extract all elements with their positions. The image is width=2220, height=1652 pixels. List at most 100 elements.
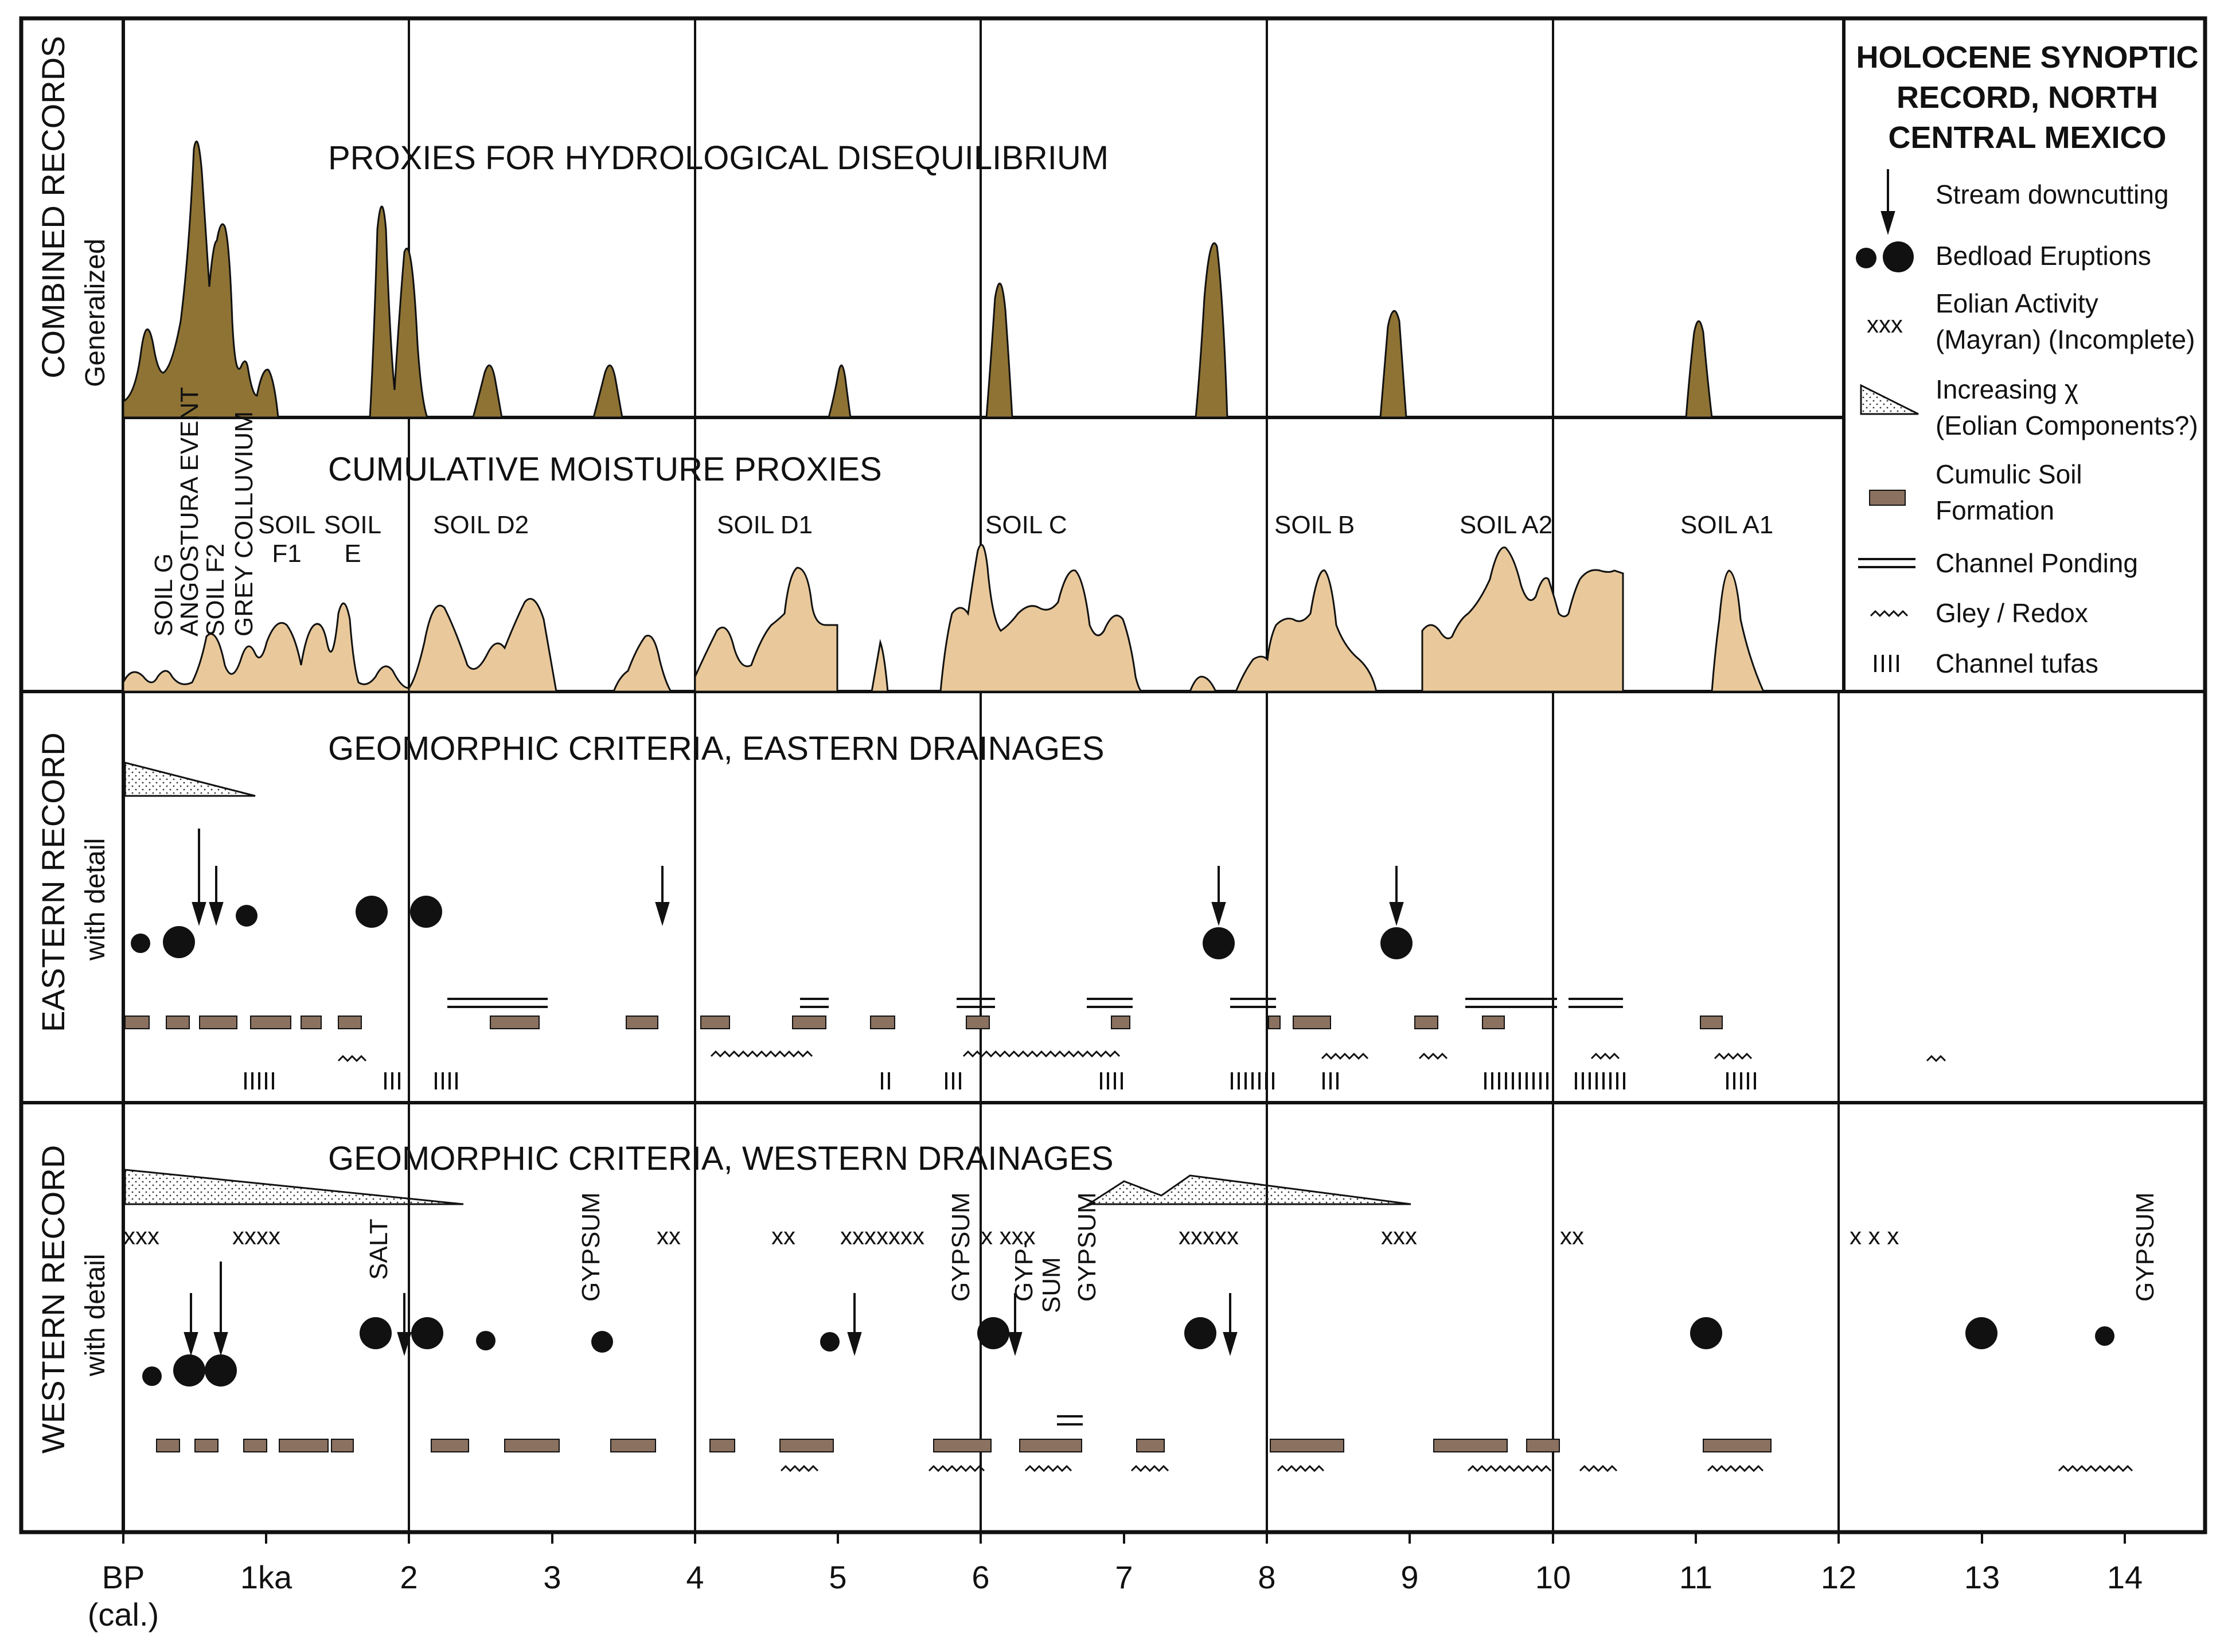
soil-bar xyxy=(1526,1439,1560,1452)
arrow-down-icon xyxy=(1008,1293,1023,1356)
legend: HOLOCENE SYNOPTIC RECORD, NORTH CENTRAL … xyxy=(1856,40,2199,678)
bedload-dot-large xyxy=(411,1317,443,1349)
legend-arrow-down-icon xyxy=(1880,169,1895,235)
soil-bar xyxy=(626,1016,658,1029)
western-eolian-marks: xxx xxxx xx xx xxxxxxx x xxx xxxxx xxx x… xyxy=(123,1223,1899,1249)
eastern-channel-tufas xyxy=(244,1072,1756,1089)
bedload-dot-large xyxy=(410,896,442,928)
bedload-dot-small xyxy=(236,905,257,927)
label-gypsum: GYPSUM xyxy=(2131,1192,2159,1302)
moisture-segment-soil-d1 xyxy=(694,567,838,693)
bedload-dot-large xyxy=(360,1317,392,1349)
soil-bar xyxy=(966,1016,990,1029)
legend-title-line2: RECORD, NORTH xyxy=(1897,80,2158,115)
hydro-peak-3.4ka xyxy=(592,364,623,419)
hydro-peak-5ka xyxy=(828,364,852,419)
eastern-cumulic-soils xyxy=(124,1016,1723,1029)
moisture-segment-3.5ka xyxy=(612,634,673,693)
soil-bar xyxy=(194,1439,219,1452)
soil-bar xyxy=(1700,1016,1723,1029)
eolian-xxxx: xxxx xyxy=(232,1223,280,1249)
soil-bar xyxy=(779,1439,834,1452)
arrow-down-icon xyxy=(1223,1293,1238,1356)
hydro-peak-7.6ka xyxy=(1195,242,1228,419)
soil-bar xyxy=(156,1439,180,1452)
hydro-peak-1.8ka xyxy=(369,205,429,419)
moisture-segment-soil-a1 xyxy=(1711,569,1765,693)
label-gypsum: GYPSUM xyxy=(947,1192,975,1302)
bedload-dot-large xyxy=(1203,927,1235,959)
hydro-panel-title: PROXIES FOR HYDROLOGICAL DISEQUILIBRIUM xyxy=(328,139,1109,177)
western-gley-redox xyxy=(780,1464,2133,1473)
axis-tick-8: 8 xyxy=(1258,1559,1275,1595)
bedload-dot-small xyxy=(2095,1326,2114,1346)
bedload-dot-large xyxy=(356,896,388,928)
bedload-dot-small xyxy=(131,934,150,953)
eastern-record-label: EASTERN RECORD xyxy=(35,732,71,1032)
legend-increasing-line2: (Eolian Components?) xyxy=(1936,411,2198,440)
arrow-down-icon xyxy=(184,1293,198,1356)
legend-soil-bar-icon xyxy=(1869,490,1906,506)
axis-tick-10: 10 xyxy=(1535,1559,1571,1595)
soil-bar xyxy=(610,1439,656,1452)
eastern-channel-ponding xyxy=(447,998,1623,1008)
eolian-xxx: xxx xyxy=(123,1223,159,1249)
axis-tick-9: 9 xyxy=(1400,1559,1418,1595)
legend-eolian-line1: Eolian Activity xyxy=(1936,288,2098,318)
eolian-xx: xx xyxy=(1560,1223,1584,1249)
axis-tick-5: 5 xyxy=(829,1559,846,1595)
label-grey-colluvium: GREY COLLUVIUM xyxy=(230,411,258,636)
bedload-dot-small xyxy=(142,1366,162,1386)
label-soil-e-line2: E xyxy=(344,540,361,568)
label-gypsum: GYPSUM xyxy=(1073,1192,1101,1302)
legend-bedload-large-icon xyxy=(1883,241,1914,272)
label-soil-d2: SOIL D2 xyxy=(433,511,529,539)
hydro-peaks xyxy=(122,140,1713,419)
label-soil-g: SOIL G xyxy=(150,553,178,636)
soil-bar xyxy=(1703,1439,1772,1452)
legend-ponding-icon xyxy=(1858,558,1915,568)
legend-stream-downcutting: Stream downcutting xyxy=(1936,179,2169,209)
legend-title-line1: HOLOCENE SYNOPTIC xyxy=(1856,40,2198,75)
axis-tick-13: 13 xyxy=(1964,1559,2000,1595)
soil-bar xyxy=(1136,1439,1165,1452)
bedload-dot-large xyxy=(977,1317,1009,1349)
axis-tick-7: 7 xyxy=(1115,1559,1133,1595)
eastern-downcutting-arrows xyxy=(192,829,1404,926)
eolian-x-xxx: x xxx xyxy=(981,1223,1036,1249)
arrow-down-icon xyxy=(213,1262,228,1356)
legend-bedload-small-icon xyxy=(1856,248,1876,268)
soil-labels: SOIL G ANGOSTURA EVENT SOIL F2 GREY COLL… xyxy=(150,387,1773,636)
bedload-dot-large xyxy=(1184,1317,1216,1349)
axis-tick-12: 12 xyxy=(1821,1559,1856,1595)
moisture-segment-soil-c xyxy=(939,544,1144,693)
soil-bar xyxy=(431,1439,469,1452)
legend-cumulic-line2: Formation xyxy=(1936,495,2054,525)
axis-tick-11: 11 xyxy=(1679,1559,1712,1595)
arrow-down-icon xyxy=(209,866,224,926)
soil-bar xyxy=(1293,1016,1331,1029)
hydro-peak-8.9ka xyxy=(1379,310,1407,419)
legend-increasing-wedge-icon xyxy=(1860,384,1919,415)
arrow-down-icon xyxy=(1389,866,1404,926)
bedload-dot-large xyxy=(1380,927,1413,959)
moisture-segment-soil-a2 xyxy=(1421,546,1624,693)
soil-bar xyxy=(338,1016,362,1029)
axis-tick-14: 14 xyxy=(2107,1559,2143,1595)
bedload-dot-large xyxy=(1965,1317,1997,1349)
moisture-segment-5.3ka xyxy=(871,639,889,693)
moisture-panel-title: CUMULATIVE MOISTURE PROXIES xyxy=(328,451,882,488)
hydro-peak-11ka xyxy=(1685,320,1713,419)
soil-bar xyxy=(1019,1439,1082,1452)
axis-tick-1ka: 1ka xyxy=(240,1559,292,1595)
label-soil-b: SOIL B xyxy=(1274,511,1355,539)
western-salt-gypsum-labels: SALT GYPSUM GYPSUM GYP- SUM GYPSUM GYPSU… xyxy=(365,1192,2159,1313)
soil-bar xyxy=(490,1016,540,1029)
label-gypsum: GYPSUM xyxy=(577,1192,605,1302)
label-soil-f1-line2: F1 xyxy=(272,540,301,568)
moisture-segment-soil-d2 xyxy=(408,597,557,693)
bedload-dot-small xyxy=(820,1332,840,1352)
arrow-down-icon xyxy=(192,829,206,926)
label-soil-f1-line1: SOIL xyxy=(258,511,315,539)
label-soil-f2: SOIL F2 xyxy=(201,544,229,636)
